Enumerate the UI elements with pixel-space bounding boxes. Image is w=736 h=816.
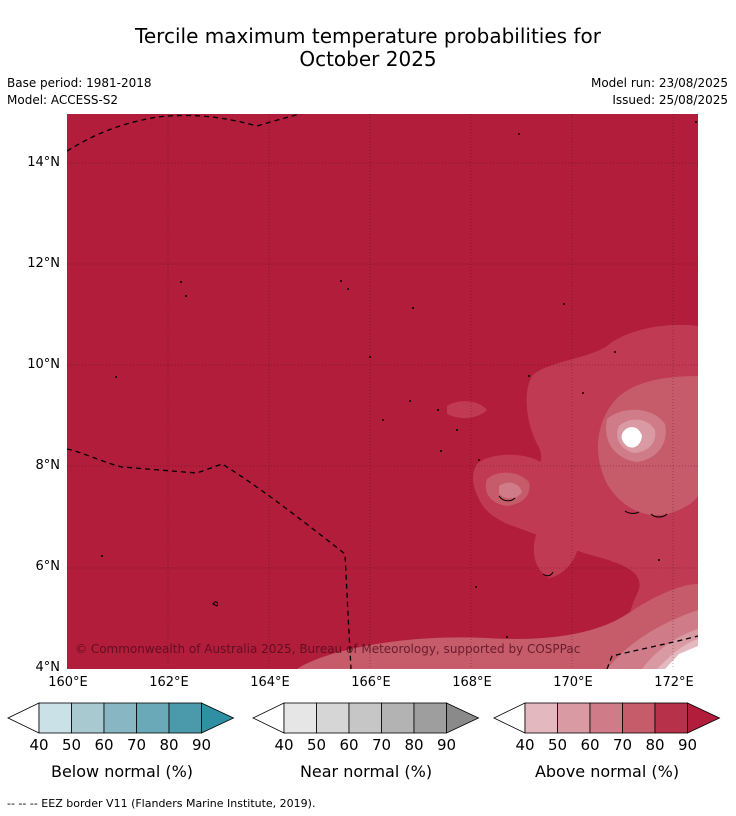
contour-60-blob xyxy=(499,482,522,499)
colorbar-segment xyxy=(381,702,415,734)
lon-label-166e: 166°E xyxy=(351,675,391,690)
contour-below40 xyxy=(621,427,642,448)
colorbar-segment xyxy=(348,702,382,734)
lat-label-10n: 10°N xyxy=(27,357,60,372)
colorbar-under-triangle xyxy=(493,702,526,734)
colorbar-tick-label: 60 xyxy=(94,736,114,754)
contour-80-blob-c xyxy=(533,526,579,578)
map-title-line2: October 2025 xyxy=(299,47,437,71)
colorbar-segment xyxy=(168,702,202,734)
colorbar-tick-label: 50 xyxy=(306,736,327,754)
lat-label-14n: 14°N xyxy=(27,155,60,170)
eez-borders xyxy=(67,114,698,669)
graticule xyxy=(67,114,698,669)
eez-footnote: -- -- -- EEZ border V11 (Flanders Marine… xyxy=(7,797,316,810)
colorbar-segment xyxy=(136,702,170,734)
contour-80-blob-a xyxy=(447,401,487,419)
colorbar-segment xyxy=(654,702,688,734)
colorbar-over-triangle xyxy=(201,702,235,734)
colorbar-under-triangle xyxy=(252,702,285,734)
below-normal-label: Below normal (%) xyxy=(50,762,194,781)
colorbar-tick-label: 80 xyxy=(404,736,424,754)
colorbar-segment xyxy=(622,702,656,734)
colorbar-tick-label: 70 xyxy=(612,736,633,754)
lat-label-6n: 6°N xyxy=(35,559,61,574)
lon-label-170e: 170°E xyxy=(553,675,593,690)
issued-date: Issued: 25/08/2025 xyxy=(612,93,728,107)
lat-label-4n: 4°N xyxy=(35,660,61,675)
colorbar-tick-label: 40 xyxy=(274,736,294,754)
probability-map: © Commonwealth of Australia 2025, Bureau… xyxy=(67,114,698,669)
colorbar-tick-label: 60 xyxy=(339,736,359,754)
base-period: Base period: 1981-2018 xyxy=(7,76,152,90)
colorbar-tick-label: 50 xyxy=(547,736,568,754)
lat-label-12n: 12°N xyxy=(27,256,60,271)
colorbar-tick-label: 60 xyxy=(580,736,600,754)
colorbar-segment xyxy=(38,702,72,734)
colorbar-tick-label: 70 xyxy=(126,736,147,754)
colorbar-tick-label: 50 xyxy=(61,736,82,754)
colorbar-above-normal xyxy=(493,702,721,734)
model-run: Model run: 23/08/2025 xyxy=(590,76,728,90)
model-name: Model: ACCESS-S2 xyxy=(7,93,119,107)
colorbar-tick-label: 70 xyxy=(371,736,392,754)
colorbar-segment xyxy=(283,702,317,734)
colorbar-segment xyxy=(413,702,447,734)
lat-label-8n: 8°N xyxy=(35,458,61,473)
colorbar-over-triangle xyxy=(687,702,721,734)
lon-label-172e: 172°E xyxy=(654,675,694,690)
lon-label-162e: 162°E xyxy=(149,675,189,690)
colorbar-segment xyxy=(316,702,350,734)
colorbar-tick-label: 90 xyxy=(191,736,212,754)
colorbar-tick-label: 80 xyxy=(159,736,179,754)
colorbar-segment xyxy=(589,702,623,734)
colorbar-tick-label: 40 xyxy=(515,736,535,754)
lon-label-160e: 160°E xyxy=(48,675,88,690)
colorbar-segment xyxy=(71,702,105,734)
colorbar-tick-label: 80 xyxy=(645,736,665,754)
colorbar-tick-label: 40 xyxy=(29,736,49,754)
above-normal-label: Above normal (%) xyxy=(534,762,680,781)
lon-label-164e: 164°E xyxy=(250,675,290,690)
map-title-line1: Tercile maximum temperature probabilitie… xyxy=(135,24,601,48)
colorbar-under-triangle xyxy=(7,702,40,734)
colorbar-over-triangle xyxy=(446,702,480,734)
colorbar-tick-label: 90 xyxy=(436,736,457,754)
map-area[interactable]: © Commonwealth of Australia 2025, Bureau… xyxy=(67,114,698,669)
contour-south-70 xyxy=(297,584,698,669)
colorbar-segment xyxy=(524,702,558,734)
colorbar-segment xyxy=(557,702,591,734)
copyright-watermark: © Commonwealth of Australia 2025, Bureau… xyxy=(75,642,580,656)
contour-south-white xyxy=(665,646,698,669)
colorbar-near-normal xyxy=(252,702,480,734)
colorbar-segment xyxy=(103,702,137,734)
islands xyxy=(212,495,668,607)
colorbar-tick-label: 90 xyxy=(677,736,698,754)
colorbar-below-normal xyxy=(7,702,235,734)
lon-label-168e: 168°E xyxy=(452,675,492,690)
near-normal-label: Near normal (%) xyxy=(299,762,433,781)
island-dots xyxy=(101,121,697,638)
